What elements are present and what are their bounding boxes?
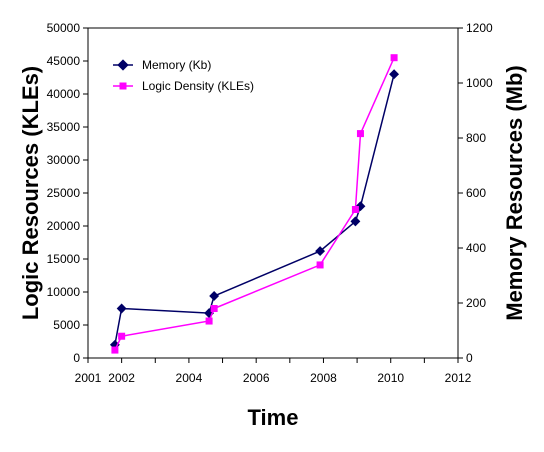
x-tick-label: 2006 bbox=[243, 371, 270, 385]
series-point-0 bbox=[116, 303, 127, 314]
series-point-0 bbox=[209, 291, 220, 301]
y-left-tick-label: 15000 bbox=[47, 252, 81, 266]
y-left-tick-label: 25000 bbox=[47, 186, 81, 200]
y-left-tick-label: 50000 bbox=[47, 21, 81, 35]
y-axis-right-title: Memory Resources (Mb) bbox=[502, 65, 527, 321]
y-right-tick-label: 1200 bbox=[466, 21, 493, 35]
y-left-tick-label: 20000 bbox=[47, 219, 81, 233]
y-right-tick-label: 800 bbox=[466, 131, 486, 145]
series-point-1 bbox=[316, 261, 324, 269]
y-axis-left-title: Logic Resources (KLEs) bbox=[18, 66, 43, 320]
y-right-tick-label: 1000 bbox=[466, 76, 493, 90]
x-tick-label: 2001 bbox=[75, 371, 102, 385]
series-point-1 bbox=[205, 317, 213, 325]
series-layer bbox=[109, 54, 400, 354]
series-point-1 bbox=[390, 54, 398, 62]
legend-label-memory: Memory (Kb) bbox=[142, 58, 211, 72]
y-left-tick-label: 0 bbox=[73, 351, 80, 365]
series-point-1 bbox=[210, 305, 218, 312]
x-tick-label: 2010 bbox=[377, 371, 404, 385]
series-point-0 bbox=[389, 69, 400, 80]
y-left-tick-label: 10000 bbox=[47, 285, 81, 299]
y-right-tick-label: 600 bbox=[466, 186, 486, 200]
x-axis-title: Time bbox=[248, 405, 299, 430]
y-left-tick-label: 40000 bbox=[47, 87, 81, 101]
y-left-tick-label: 5000 bbox=[53, 318, 80, 332]
y-right-tick-label: 200 bbox=[466, 296, 486, 310]
y-left-tick-label: 35000 bbox=[47, 120, 81, 134]
series-point-1 bbox=[356, 130, 364, 138]
legend: Memory (Kb) Logic Density (KLEs) bbox=[113, 58, 254, 93]
series-point-0 bbox=[350, 216, 361, 227]
y-left-tick-label: 45000 bbox=[47, 54, 81, 68]
x-axis: 2001 2002 2004 2006 2008 2010 2012 bbox=[75, 358, 472, 385]
legend-marker-logic-density bbox=[119, 82, 127, 90]
y-right-tick-label: 400 bbox=[466, 241, 486, 255]
plot-area-border bbox=[87, 27, 459, 359]
x-tick-label: 2002 bbox=[108, 371, 135, 385]
series-point-1 bbox=[111, 346, 119, 354]
series-point-0 bbox=[315, 246, 326, 257]
y-right-tick-label: 0 bbox=[466, 351, 473, 365]
series-line-1 bbox=[114, 57, 395, 351]
x-tick-label: 2008 bbox=[310, 371, 337, 385]
x-tick-label: 2004 bbox=[176, 371, 203, 385]
x-tick-label: 2012 bbox=[445, 371, 472, 385]
legend-label-logic-density: Logic Density (KLEs) bbox=[142, 79, 254, 93]
legend-marker-memory bbox=[117, 59, 129, 71]
y-axis-left: 0 5000 10000 15000 20000 25000 30000 35000 40000… bbox=[47, 21, 88, 365]
y-left-tick-label: 30000 bbox=[47, 153, 81, 167]
series-point-1 bbox=[351, 206, 359, 213]
series-point-1 bbox=[118, 332, 126, 340]
y-axis-right: 0 200 400 600 800 1000 1200 bbox=[458, 21, 493, 365]
